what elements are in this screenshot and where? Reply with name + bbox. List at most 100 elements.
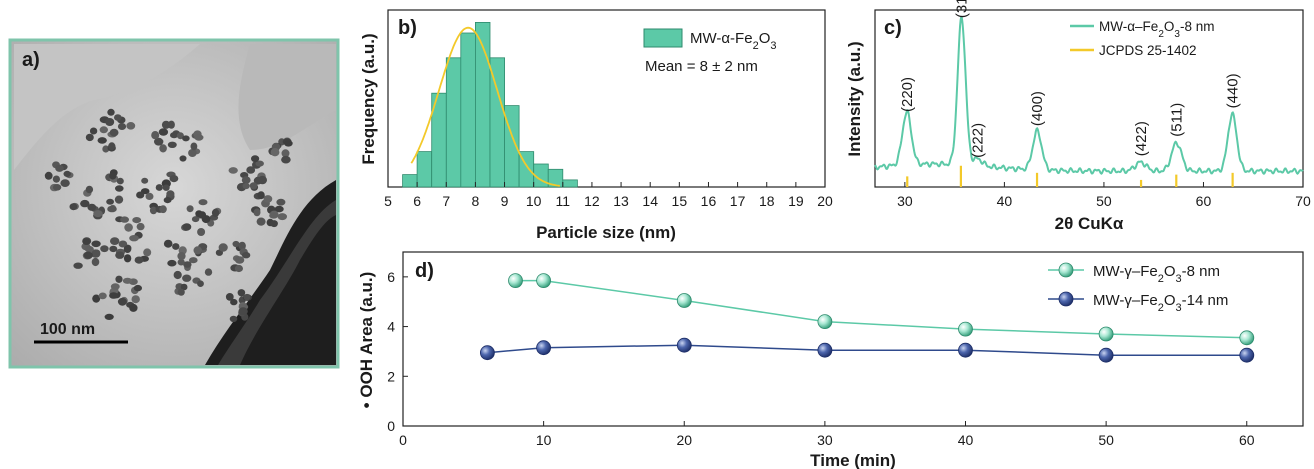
nanoparticle [105, 118, 115, 126]
nanoparticle [238, 241, 246, 250]
nanoparticle [109, 292, 119, 299]
x-tick-label: 18 [759, 193, 775, 209]
tem-dark-aggregate-edge [218, 200, 336, 365]
series-8nm-point [536, 273, 551, 289]
nanoparticle [182, 223, 192, 231]
nanoparticle [129, 303, 138, 312]
nanoparticle [60, 179, 70, 188]
nanoparticle [85, 185, 94, 194]
nanoparticle [85, 133, 94, 142]
panel-c-plot-frame [874, 9, 1304, 188]
nanoparticle [177, 258, 185, 266]
series-14nm-line [487, 344, 1247, 356]
nanoparticle [257, 191, 265, 200]
nanoparticle [114, 114, 122, 121]
nanoparticle [167, 259, 177, 267]
nanoparticle [269, 212, 278, 219]
x-tick-label: 30 [897, 193, 913, 209]
nanoparticle [117, 297, 127, 306]
nanoparticle [197, 228, 206, 236]
x-tick-label: 10 [526, 193, 542, 209]
nanoparticle [191, 216, 200, 223]
x-tick-label: 50 [1096, 193, 1112, 209]
nanoparticle [194, 134, 204, 141]
nanoparticle [253, 208, 261, 217]
nanoparticle [188, 149, 197, 157]
x-tick-label: 14 [642, 193, 658, 209]
nanoparticle [109, 245, 118, 253]
nanoparticle [55, 164, 64, 172]
nanoparticle [84, 245, 94, 253]
nanoparticle [177, 288, 185, 296]
gaussian-fit-curve [410, 26, 561, 187]
legend-swatch-histogram [643, 28, 683, 48]
nanoparticle [225, 293, 234, 301]
nanoparticle [263, 195, 273, 203]
nanoparticle [251, 155, 260, 163]
nanoparticle [115, 251, 125, 259]
nanoparticle [151, 131, 160, 140]
nanoparticle [116, 177, 124, 185]
mean-annotation: Mean = 8 ± 2 nm [645, 58, 758, 75]
nanoparticle [211, 208, 220, 217]
nanoparticle [204, 268, 213, 276]
nanoparticle [115, 275, 123, 283]
nanoparticle [232, 240, 240, 248]
x-tick-label: 40 [958, 432, 974, 448]
legend-label-xrd: MW-α–Fe2O3-8 nm [1099, 19, 1214, 40]
nanoparticle [189, 257, 198, 264]
panel-c-x-ticks: 30 40 50 60 70 [897, 182, 1311, 209]
nanoparticle [133, 284, 142, 292]
nanoparticle [92, 294, 101, 303]
x-tick-label: 17 [730, 193, 746, 209]
nanoparticle [106, 198, 114, 205]
xrd-peak-label: (220) [899, 77, 916, 112]
nanoparticle [230, 298, 238, 306]
series-8nm-line [515, 279, 1247, 339]
nanoparticle [136, 222, 145, 231]
nanoparticle [193, 246, 202, 255]
nanoparticle [241, 176, 251, 184]
series-8nm-point [1098, 326, 1114, 342]
nanoparticle [63, 170, 71, 177]
nanoparticle [98, 292, 107, 300]
nanoparticle [238, 307, 248, 316]
nanoparticle [182, 274, 192, 282]
series-14nm-point [1098, 347, 1114, 363]
x-tick-label: 60 [1239, 432, 1255, 448]
nanoparticle [107, 205, 117, 213]
x-tick-label: 7 [442, 193, 450, 209]
x-tick-label: 9 [501, 193, 509, 209]
panel-c-x-axis-title: 2θ CuKα [1055, 214, 1124, 233]
panel-label-d: d) [415, 260, 434, 282]
xrd-peak-label: (440) [1224, 73, 1241, 108]
nanoparticle [161, 120, 171, 129]
nanoparticle [123, 254, 132, 263]
xrd-peak-label: (222) [970, 123, 987, 158]
x-tick-label: 60 [1196, 193, 1212, 209]
nanoparticle [118, 240, 128, 248]
nanoparticle [69, 203, 78, 211]
nanoparticle [91, 240, 101, 248]
series-14nm-point [676, 337, 692, 353]
x-tick-label: 10 [536, 432, 552, 448]
nanoparticle [284, 140, 293, 147]
tem-lacey-carbon [238, 44, 336, 150]
nanoparticle [158, 128, 169, 136]
nanoparticle [198, 211, 207, 219]
panel-d-y-ticks: 0 2 4 6 [387, 269, 408, 434]
nanoparticle [218, 243, 228, 252]
nanoparticle [80, 199, 90, 208]
nanoparticle [180, 283, 188, 291]
histogram-bar [460, 32, 476, 188]
nanoparticle [124, 223, 133, 232]
y-tick-label: 2 [387, 368, 395, 384]
histogram-bars [402, 21, 578, 188]
nanoparticle [102, 145, 110, 153]
histogram-bar [445, 57, 462, 188]
panel-label-c: c) [884, 17, 902, 39]
nanoparticle [52, 175, 61, 183]
nanoparticle [136, 191, 145, 199]
nanoparticle [190, 142, 198, 151]
